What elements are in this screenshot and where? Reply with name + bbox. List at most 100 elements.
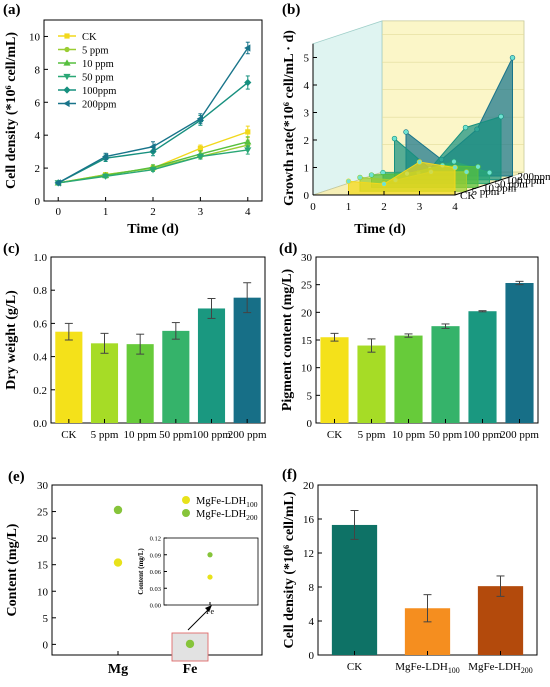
x-tick-label: Mg [108, 662, 128, 677]
y-tick-label: 15 [37, 560, 49, 572]
x-tick-label: 1 [346, 201, 352, 213]
side-wall [312, 20, 383, 196]
x-tick-label: 5 ppm [358, 429, 386, 441]
series-line-0 [58, 131, 249, 184]
y-tick-label: 5 [307, 390, 313, 402]
bar [90, 343, 119, 423]
plot-frame [315, 256, 539, 424]
panel-label: (b) [282, 2, 300, 18]
arrow-line [187, 607, 211, 631]
x-tick-label: CK [327, 429, 342, 441]
data-point [345, 178, 352, 184]
x-tick-label: 3 [417, 201, 423, 213]
x-tick-label: 10 ppm [392, 429, 426, 441]
depth-axis [454, 175, 513, 196]
x-tick-label: 1 [103, 206, 109, 218]
data-point [185, 639, 195, 649]
z-tick-label: 3 [304, 108, 310, 120]
legend-label: 5 ppm [82, 46, 109, 57]
z-tick-label: 2 [304, 135, 310, 147]
y-tick-label: 15 [301, 335, 313, 347]
data-point [244, 147, 252, 154]
bar [162, 330, 190, 423]
y-tick-label: 0 [35, 196, 41, 208]
plot-frame [50, 256, 266, 424]
inset-y-tick-label: 0.09 [150, 552, 161, 559]
panel-label: (f) [282, 467, 297, 483]
inset-y-tick-label: 0.03 [150, 586, 161, 593]
inset-data-point [207, 574, 213, 580]
y-axis-label: Pigment content (mg/L) [280, 269, 295, 412]
x-tick-label: 100 ppm [463, 429, 502, 441]
x-axis-label: Time (d) [127, 222, 179, 237]
bar [477, 586, 524, 655]
data-point [244, 78, 252, 87]
bar [320, 337, 349, 423]
panel-label: (a) [3, 2, 21, 18]
data-point [113, 558, 123, 567]
x-tick-label: MgFe-LDH200 [468, 661, 532, 675]
inset-y-label: Content (mg/L) [137, 548, 145, 595]
y-axis-label: Content (mg/L) [5, 523, 20, 616]
x-tick-label: 10 ppm [124, 429, 158, 441]
data-point [509, 55, 516, 61]
z-tick-label: 4 [304, 80, 310, 92]
data-point [102, 152, 109, 161]
data-point [54, 179, 61, 187]
bar [331, 524, 378, 655]
data-point [196, 153, 204, 161]
data-point [451, 158, 457, 165]
legend-label: MgFe-LDH200 [196, 509, 258, 522]
depth-tick-label: CK [460, 190, 475, 202]
data-point [452, 164, 458, 171]
x-tick-label: 100 ppm [192, 429, 231, 441]
legend-label-sub: 200 [246, 513, 258, 522]
panel-a-line-chart: 0 2 4 6 8 10 0 1 2 3 4 (a) Time (d) Cell density (*10… [3, 2, 263, 237]
y-tick-label: 4 [35, 130, 41, 142]
x-tick-label-main: MgFe-LDH [468, 661, 521, 673]
inset-x-label: Fe [206, 607, 214, 616]
y-tick-label: 30 [301, 252, 313, 264]
y-tick-label: 0.0 [33, 418, 47, 430]
y-tick-label: 8 [35, 64, 41, 76]
y-tick-label: 0.4 [33, 352, 47, 364]
data-point [486, 169, 493, 176]
y-tick-label: 25 [37, 507, 49, 519]
y-tick-label: 16 [303, 514, 315, 526]
legend-marker [63, 73, 71, 81]
x-tick-label: 2 [381, 201, 387, 213]
y-tick-label: 10 [29, 31, 41, 43]
z-tick-label: 5 [304, 53, 310, 65]
panel-label: (d) [279, 241, 297, 257]
legend-label: 50 ppm [82, 73, 114, 84]
x-tick-label-main: CK [347, 661, 362, 673]
legend-marker [182, 496, 190, 504]
bar [505, 283, 534, 423]
y-tick-label: 20 [301, 307, 313, 319]
x-tick-label: 4 [245, 206, 251, 218]
legend-marker [64, 46, 70, 53]
data-point [197, 145, 203, 151]
y-tick-label: 8 [309, 582, 315, 594]
y-tick-label: 5 [43, 613, 49, 625]
x-axis-label: Time (d) [354, 222, 406, 237]
legend-label: 200ppm [82, 100, 116, 111]
z-tick-label: 0 [304, 190, 310, 202]
x-tick-label-sub: 200 [521, 666, 533, 675]
legend-marker [63, 99, 70, 108]
legend-label-sub: 100 [246, 500, 258, 509]
y-tick-label: 1.0 [33, 252, 47, 264]
y-tick-label: 20 [37, 533, 49, 545]
panel-label: (e) [8, 469, 25, 485]
legend-label: 10 ppm [82, 59, 114, 70]
y-tick-label: 4 [309, 616, 315, 628]
x-tick-label: CK [347, 661, 362, 673]
data-point [368, 172, 375, 178]
z-tick-label: 1 [304, 163, 310, 175]
inset-y-tick-label: 0.12 [150, 536, 161, 543]
y-tick-label: 0 [307, 418, 313, 430]
legend-label: CK [82, 32, 97, 43]
panel-c-bar-chart: 0.0 0.2 0.4 0.6 0.8 1.0 CK 5 ppm 10 ppm 50 ppm 100… [3, 241, 267, 441]
